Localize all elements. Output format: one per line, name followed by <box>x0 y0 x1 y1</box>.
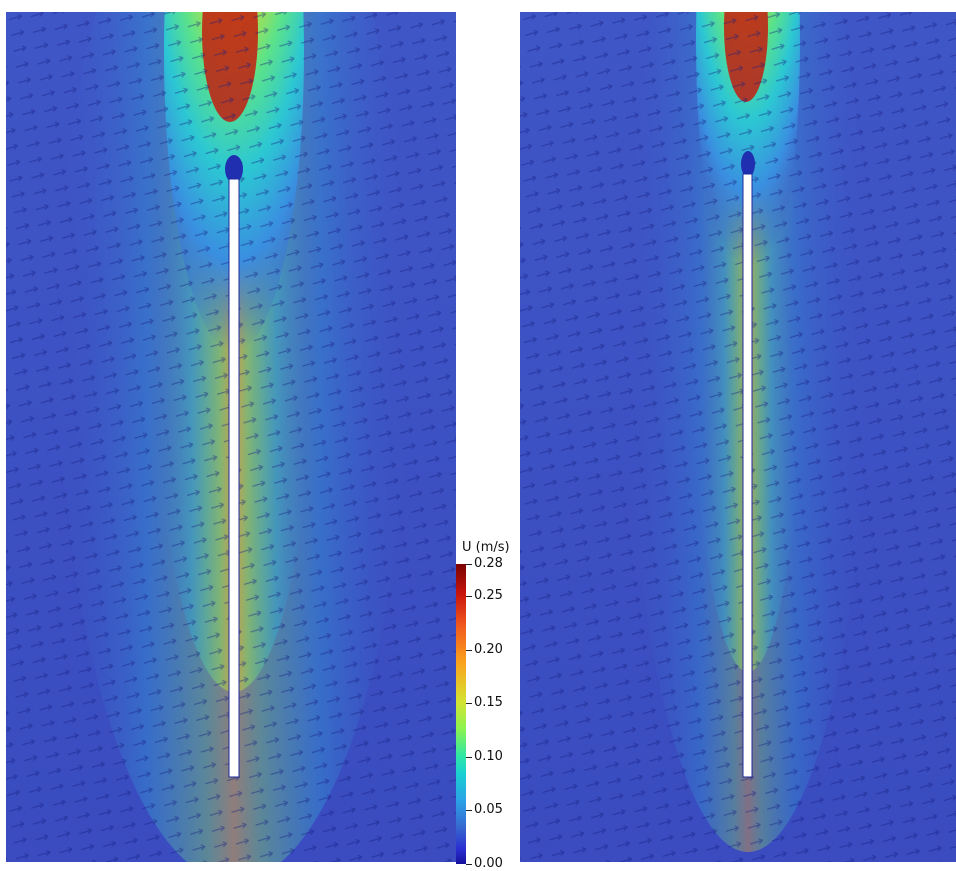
colorbar-tick-label: 0.20 <box>474 641 503 657</box>
colorbar-title: U (m/s) <box>462 540 510 555</box>
colorbar-tick-label: 0.05 <box>474 802 503 818</box>
stagnation-blue <box>225 155 243 183</box>
colorbar-tick-label: 0.25 <box>474 588 503 604</box>
colorbar-tick-mark <box>466 564 472 565</box>
colorbar-tick-mark <box>466 756 472 758</box>
colorbar-legend: U (m/s) 0.28 0.25 0.20 0.15 0.10 0.05 0.00 <box>454 540 524 871</box>
colorbar-tick-mark <box>466 864 472 865</box>
velocity-field-left-panel <box>6 12 456 862</box>
colorbar-gradient <box>456 564 466 864</box>
colorbar-tick-label: 0.10 <box>474 748 503 764</box>
colorbar-tick-label: 0.28 <box>474 556 503 571</box>
colorbar-tick-mark <box>466 596 472 598</box>
velocity-field-right-panel <box>520 12 956 862</box>
stagnation-blue <box>741 151 755 177</box>
colorbar-tick-mark <box>466 649 472 651</box>
arrow-overlay <box>520 12 956 862</box>
velocity-field-left-plot <box>6 12 456 862</box>
plate <box>228 178 240 778</box>
colorbar-tick-mark <box>466 810 472 812</box>
colorbar-tick-label: 0.00 <box>474 856 503 871</box>
plate <box>742 173 753 778</box>
colorbar-tick-mark <box>466 703 472 705</box>
velocity-field-right-plot <box>520 12 956 862</box>
colorbar-tick-label: 0.15 <box>474 695 503 711</box>
